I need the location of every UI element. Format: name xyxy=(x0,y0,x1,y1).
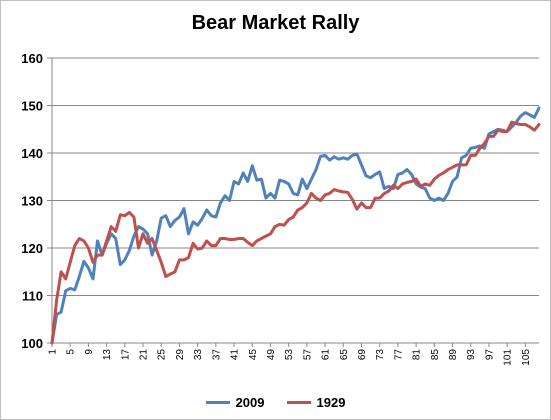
series-line-2009 xyxy=(50,106,541,345)
x-tick-label: 69 xyxy=(357,349,368,361)
y-tick-label: 160 xyxy=(21,51,43,66)
x-tick-label: 49 xyxy=(266,349,277,361)
x-tick-label: 93 xyxy=(466,349,477,361)
x-tick-label: 85 xyxy=(430,349,441,361)
x-tick-label: 37 xyxy=(211,349,222,361)
axes xyxy=(47,57,539,347)
legend-item-1929: 1929 xyxy=(286,395,346,410)
legend: 2009 1929 xyxy=(0,395,551,410)
series-lines xyxy=(50,106,541,345)
x-tick-label: 45 xyxy=(248,349,259,361)
x-tick-label: 33 xyxy=(193,349,204,361)
x-tick-label: 9 xyxy=(84,349,95,355)
legend-swatch-2009 xyxy=(205,401,230,404)
x-tick-label: 57 xyxy=(302,349,313,361)
x-tick-label: 81 xyxy=(412,349,423,361)
y-tick-label: 100 xyxy=(21,336,43,351)
x-tick-label: 61 xyxy=(321,349,332,361)
y-tick-label: 120 xyxy=(21,241,43,256)
y-tick-label: 130 xyxy=(21,194,43,209)
legend-item-2009: 2009 xyxy=(205,395,265,410)
series-line-1929 xyxy=(50,120,541,345)
x-tick-label: 41 xyxy=(230,349,241,361)
chart-title: Bear Market Rally xyxy=(191,12,360,34)
legend-label-2009: 2009 xyxy=(235,395,265,410)
x-tick-label: 53 xyxy=(284,349,295,361)
x-tick-label: 5 xyxy=(66,349,77,355)
x-tick-label: 89 xyxy=(448,349,459,361)
legend-swatch-1929 xyxy=(286,401,311,404)
gridlines xyxy=(52,57,539,296)
x-tick-label: 77 xyxy=(393,349,404,361)
legend-label-1929: 1929 xyxy=(316,395,346,410)
x-tick-label: 101 xyxy=(503,349,514,366)
y-tick-label: 140 xyxy=(21,146,43,161)
x-tick-labels: 1 5 9 13 17 21 25 29 33 37 41 45 49 53 57 61 65 69 73 77 81 8… xyxy=(48,349,532,366)
x-tick-label: 29 xyxy=(175,349,186,361)
x-tick-label: 65 xyxy=(339,349,350,361)
x-tick-label: 25 xyxy=(157,349,168,361)
y-tick-label: 150 xyxy=(21,99,43,114)
x-tick-label: 1 xyxy=(48,349,59,355)
x-tick-label: 13 xyxy=(102,349,113,361)
x-tick-label: 21 xyxy=(139,349,150,361)
y-tick-label: 110 xyxy=(22,289,43,304)
x-tick-label: 97 xyxy=(484,349,495,361)
y-tick-labels: 100 110 120 130 140 150 160 xyxy=(21,51,43,351)
x-tick-label: 17 xyxy=(120,349,131,361)
x-tick-label: 73 xyxy=(375,349,386,361)
x-tick-label: 105 xyxy=(521,349,532,366)
